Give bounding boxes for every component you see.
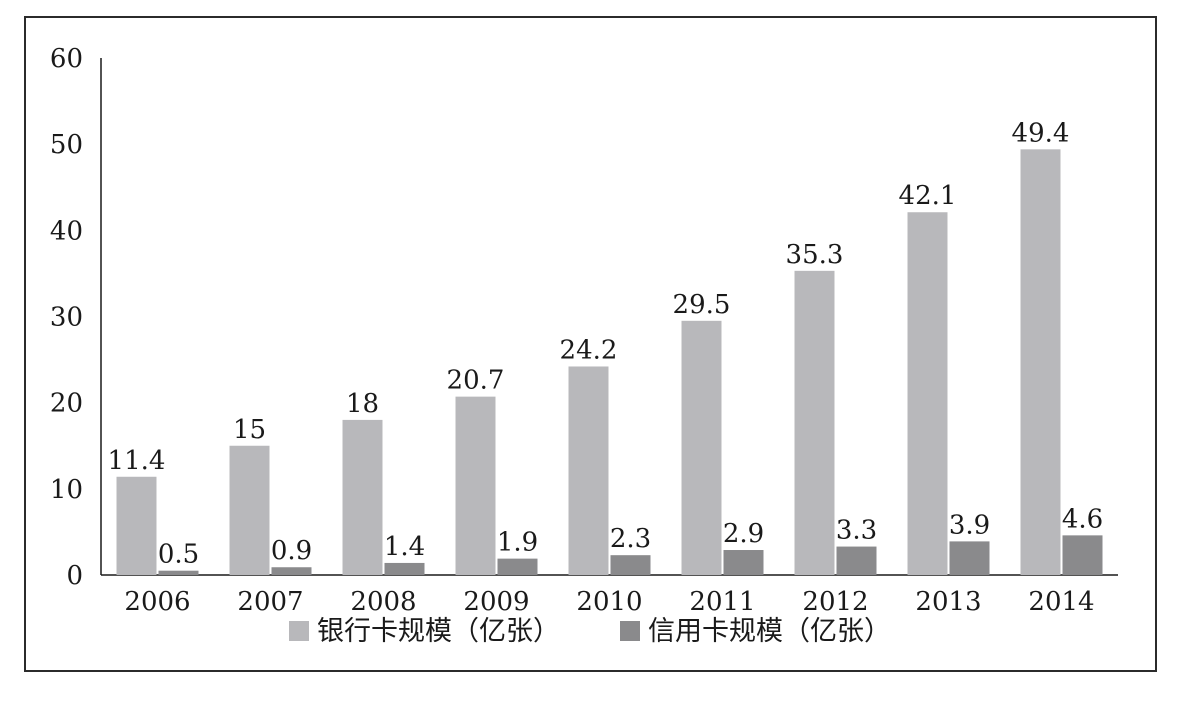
x-tick-label: 2006 xyxy=(124,587,190,617)
data-labels: 11.4 15 18 20.7 24.2 29.5 35.3 42.1 49.4 0.5 0.9 1.… xyxy=(108,118,1104,569)
data-label: 0.9 xyxy=(271,536,312,566)
bars xyxy=(116,149,1103,575)
y-tick-label: 10 xyxy=(50,475,83,505)
x-tick-label: 2009 xyxy=(463,587,529,617)
legend-swatch xyxy=(289,621,309,641)
data-label: 2.9 xyxy=(723,519,764,549)
x-tick-label: 2014 xyxy=(1028,587,1094,617)
data-label: 3.9 xyxy=(949,510,990,540)
credit-card-bar xyxy=(497,558,538,575)
data-label: 24.2 xyxy=(560,335,618,365)
data-label: 11.4 xyxy=(108,446,166,476)
credit-card-bar xyxy=(836,546,877,575)
y-axis-ticks: 0 10 20 30 40 50 60 xyxy=(50,44,83,591)
x-tick-label: 2008 xyxy=(350,587,416,617)
bank-card-bar xyxy=(1020,149,1061,575)
data-label: 49.4 xyxy=(1012,118,1070,148)
data-label: 42.1 xyxy=(899,181,957,211)
y-tick-label: 30 xyxy=(50,303,83,333)
data-label: 2.3 xyxy=(610,524,651,554)
data-label: 35.3 xyxy=(786,240,844,270)
y-tick-label: 0 xyxy=(66,561,83,591)
bank-card-bar xyxy=(229,445,270,575)
bank-card-bar xyxy=(794,270,835,575)
credit-card-bar xyxy=(158,570,199,575)
axes xyxy=(100,58,1118,576)
x-tick-label: 2007 xyxy=(237,587,303,617)
data-label: 4.6 xyxy=(1062,504,1103,534)
y-tick-label: 20 xyxy=(50,389,83,419)
data-label: 20.7 xyxy=(447,366,505,396)
y-tick-label: 40 xyxy=(50,216,83,246)
legend-label: 银行卡规模（亿张） xyxy=(317,616,560,647)
x-tick-label: 2013 xyxy=(915,587,981,617)
data-label: 29.5 xyxy=(673,290,731,320)
y-tick-label: 50 xyxy=(50,130,83,160)
data-label: 1.9 xyxy=(497,528,538,558)
legend-label: 信用卡规模（亿张） xyxy=(648,616,891,647)
credit-card-bar xyxy=(271,567,312,575)
credit-card-bar xyxy=(610,555,651,575)
x-axis-ticks: 2006 2007 2008 2009 2010 2011 2012 2013 2014 xyxy=(124,587,1094,617)
bank-card-bar xyxy=(568,366,609,575)
x-tick-label: 2010 xyxy=(576,587,642,617)
bank-card-bar xyxy=(116,476,157,575)
bank-card-bar xyxy=(455,396,496,575)
credit-card-bar xyxy=(384,562,425,575)
legend: 银行卡规模（亿张） 信用卡规模（亿张） xyxy=(289,616,891,647)
x-tick-label: 2012 xyxy=(802,587,868,617)
bank-card-bar xyxy=(342,419,383,575)
y-tick-label: 60 xyxy=(50,44,83,74)
data-label: 15 xyxy=(233,415,266,445)
bank-card-bar xyxy=(907,212,948,575)
data-label: 1.4 xyxy=(384,532,425,562)
data-label: 3.3 xyxy=(836,516,877,546)
data-label: 0.5 xyxy=(158,540,199,570)
credit-card-bar xyxy=(723,550,764,575)
credit-card-bar xyxy=(949,541,990,575)
data-label: 18 xyxy=(346,389,379,419)
legend-swatch xyxy=(620,621,640,641)
x-tick-label: 2011 xyxy=(689,587,755,617)
credit-card-bar xyxy=(1062,535,1103,575)
bank-card-bar xyxy=(681,320,722,575)
